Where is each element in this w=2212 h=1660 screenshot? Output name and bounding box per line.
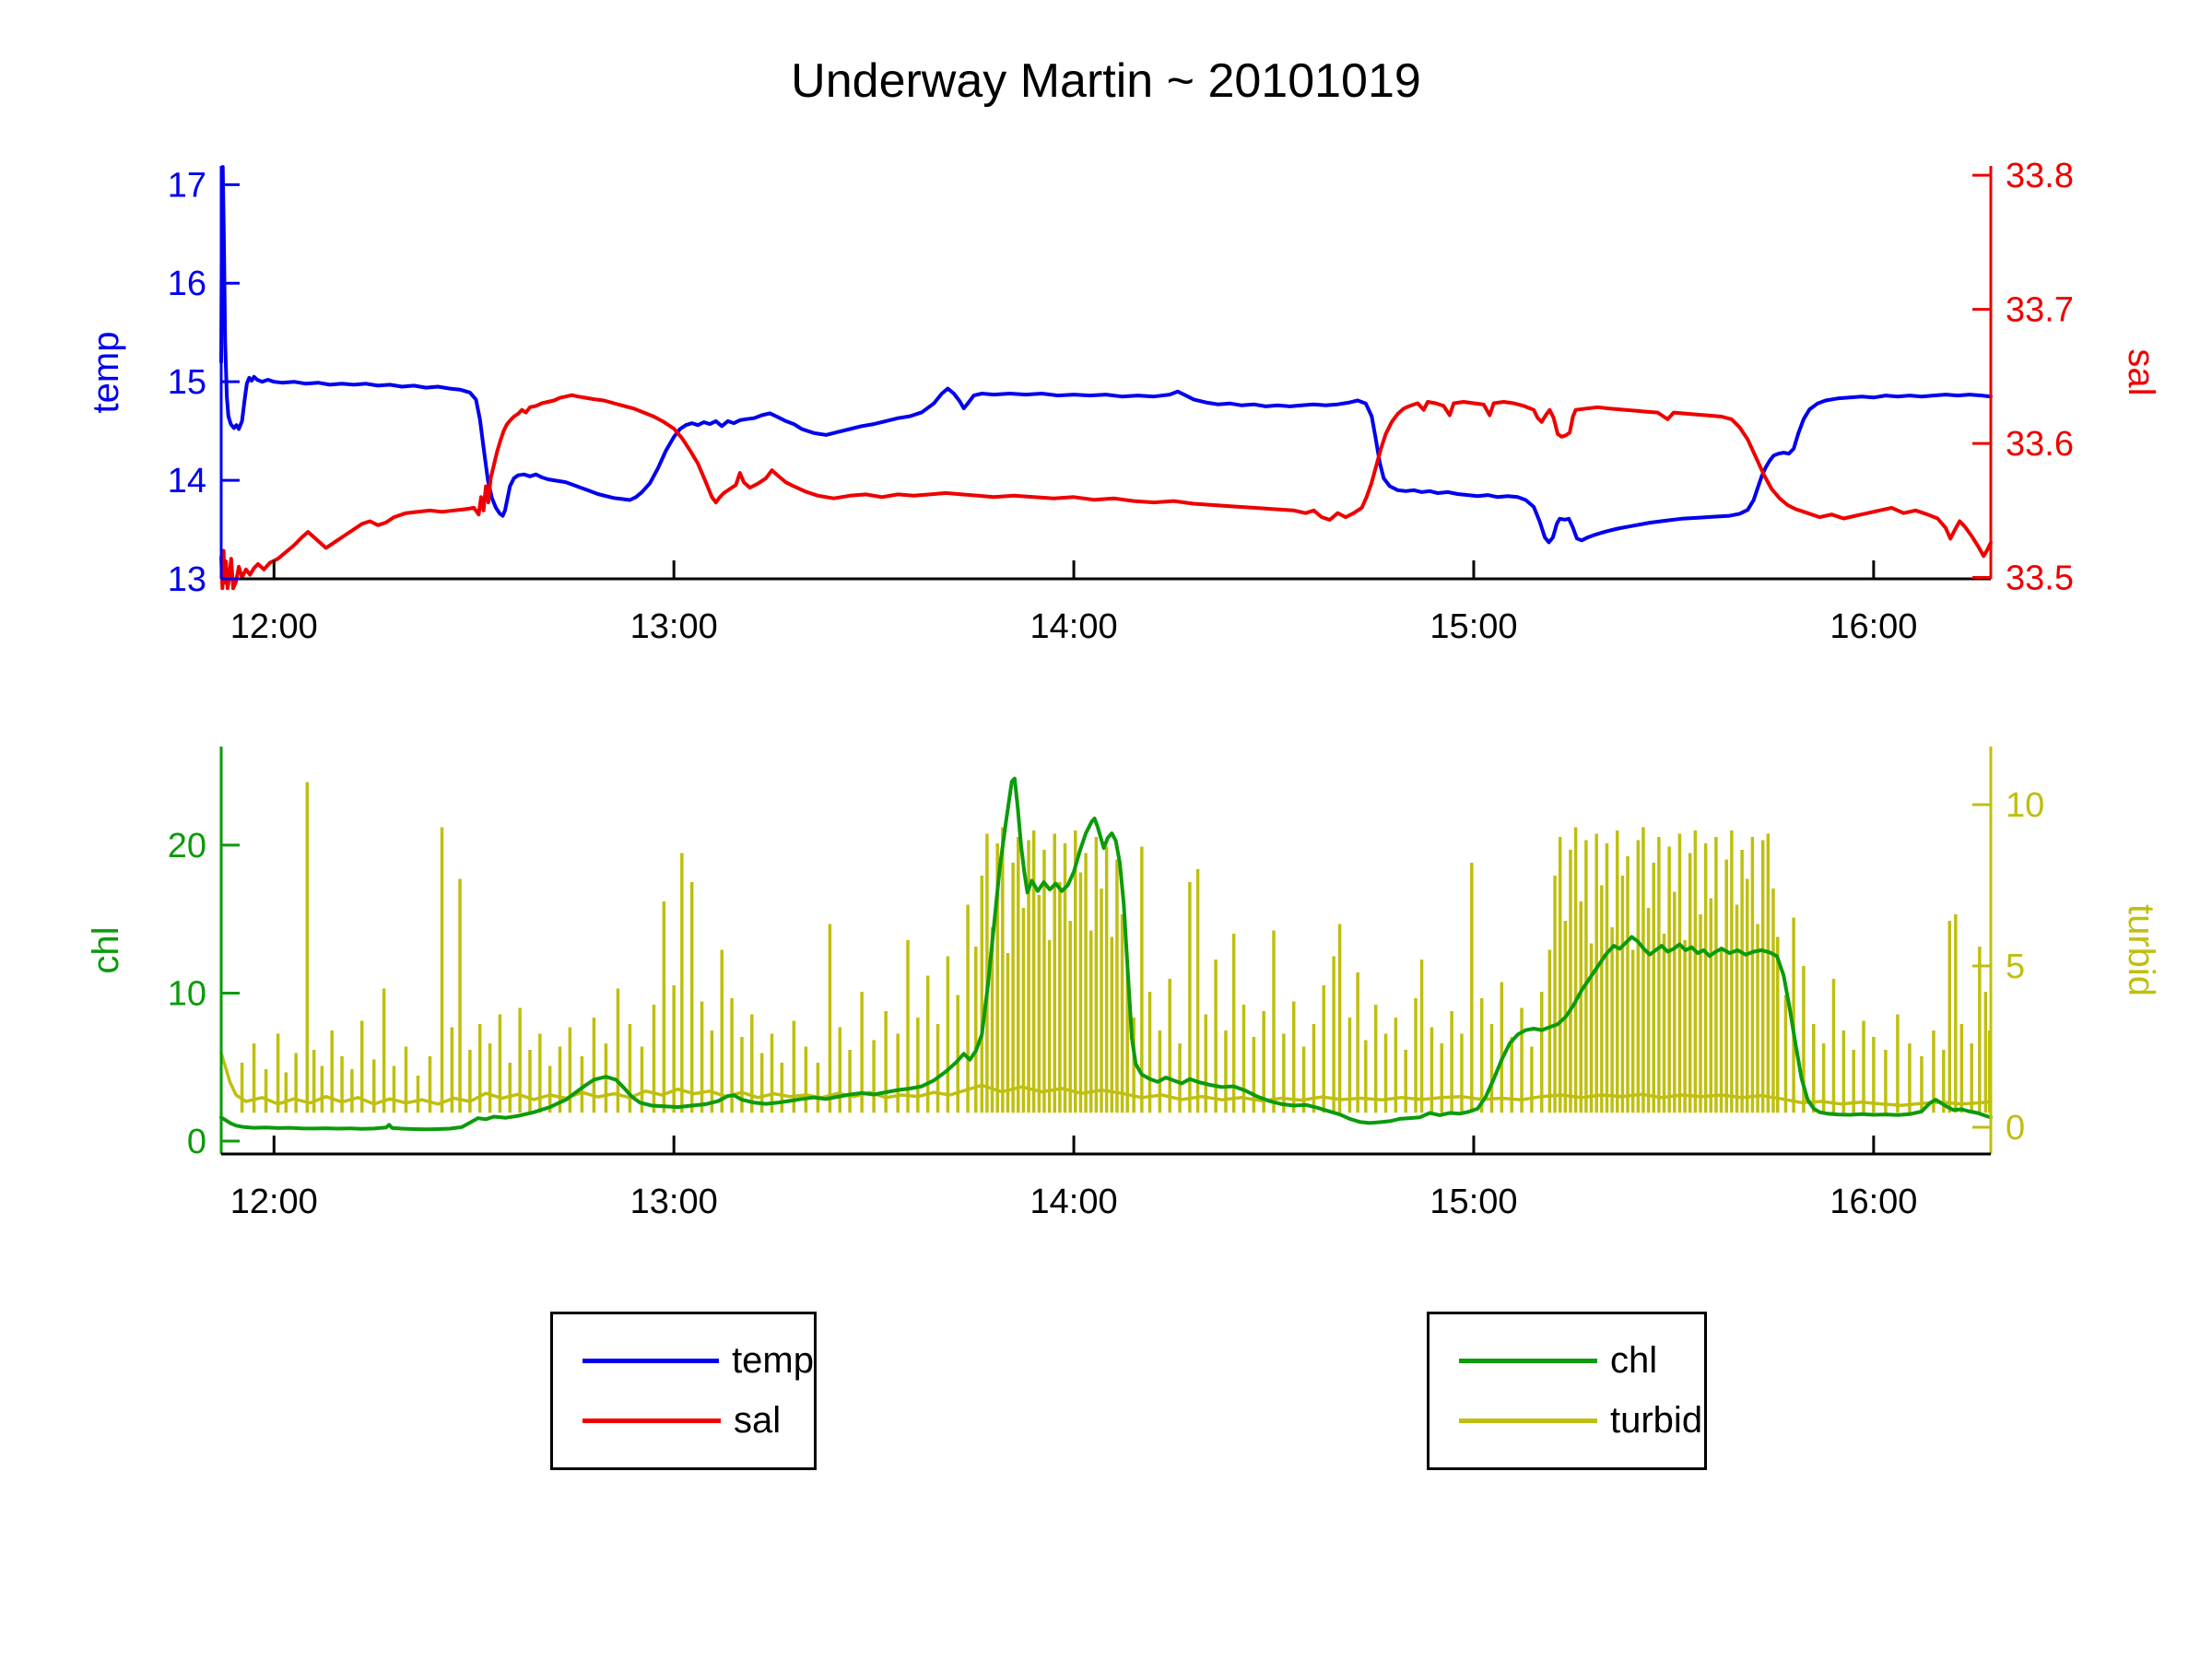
- sal-legend-label: sal: [734, 1400, 782, 1441]
- right-tick-label: 33.5: [2006, 559, 2074, 598]
- left-tick-label: 0: [187, 1123, 206, 1161]
- chl-axis-label: chl: [86, 926, 126, 973]
- right-tick-label: 33.6: [2006, 425, 2074, 464]
- x-tick-label: 15:00: [1430, 607, 1517, 646]
- chl-legend-line: [1459, 1359, 1597, 1363]
- x-tick-label: 15:00: [1430, 1183, 1517, 1221]
- legend-row-sal: sal: [553, 1400, 814, 1442]
- x-tick-label: 12:00: [230, 607, 318, 646]
- temp-legend-line: [582, 1359, 720, 1363]
- turbid-line: [219, 1051, 1993, 1107]
- right-tick-label: 33.7: [2006, 291, 2074, 330]
- x-tick-label: 13:00: [630, 1183, 718, 1221]
- temp-line: [219, 165, 1993, 545]
- turbid-legend-line: [1459, 1419, 1597, 1423]
- left-tick-label: 17: [168, 166, 206, 205]
- left-tick-label: 13: [168, 560, 206, 599]
- x-tick-label: 13:00: [630, 607, 718, 646]
- x-tick-label: 16:00: [1830, 607, 1917, 646]
- legend-row-chl: chl: [1430, 1340, 1704, 1382]
- legend-chl-turbid: chl turbid: [1427, 1312, 1707, 1470]
- x-tick-label: 12:00: [230, 1183, 318, 1221]
- x-tick-label: 16:00: [1830, 1183, 1917, 1221]
- right-tick-label: 33.8: [2006, 157, 2074, 195]
- chl-legend-label: chl: [1610, 1340, 1658, 1381]
- temp-axis-label: temp: [86, 332, 126, 414]
- turbid-axis-label: turbid: [2121, 904, 2161, 996]
- left-tick-label: 16: [168, 265, 206, 303]
- chart-title: Underway Martin ~ 20101019: [791, 54, 1421, 108]
- left-tick-label: 20: [168, 827, 206, 865]
- sal-line: [219, 393, 1993, 591]
- left-tick-label: 10: [168, 974, 206, 1013]
- legend-temp-sal: temp sal: [550, 1312, 817, 1470]
- legend-row-temp: temp: [553, 1340, 814, 1382]
- right-tick-label: 0: [2006, 1109, 2025, 1148]
- right-tick-label: 10: [2006, 786, 2044, 825]
- x-tick-label: 14:00: [1030, 607, 1118, 646]
- right-tick-label: 5: [2006, 948, 2025, 986]
- legend-row-turbid: turbid: [1430, 1400, 1704, 1442]
- sal-axis-label: sal: [2121, 348, 2161, 395]
- chl-line: [219, 776, 1993, 1132]
- temp-legend-label: temp: [732, 1340, 814, 1381]
- sal-legend-line: [582, 1419, 721, 1423]
- left-tick-label: 14: [168, 462, 206, 500]
- turbid-legend-label: turbid: [1610, 1400, 1703, 1441]
- left-tick-label: 15: [168, 363, 206, 402]
- x-tick-label: 14:00: [1030, 1183, 1118, 1221]
